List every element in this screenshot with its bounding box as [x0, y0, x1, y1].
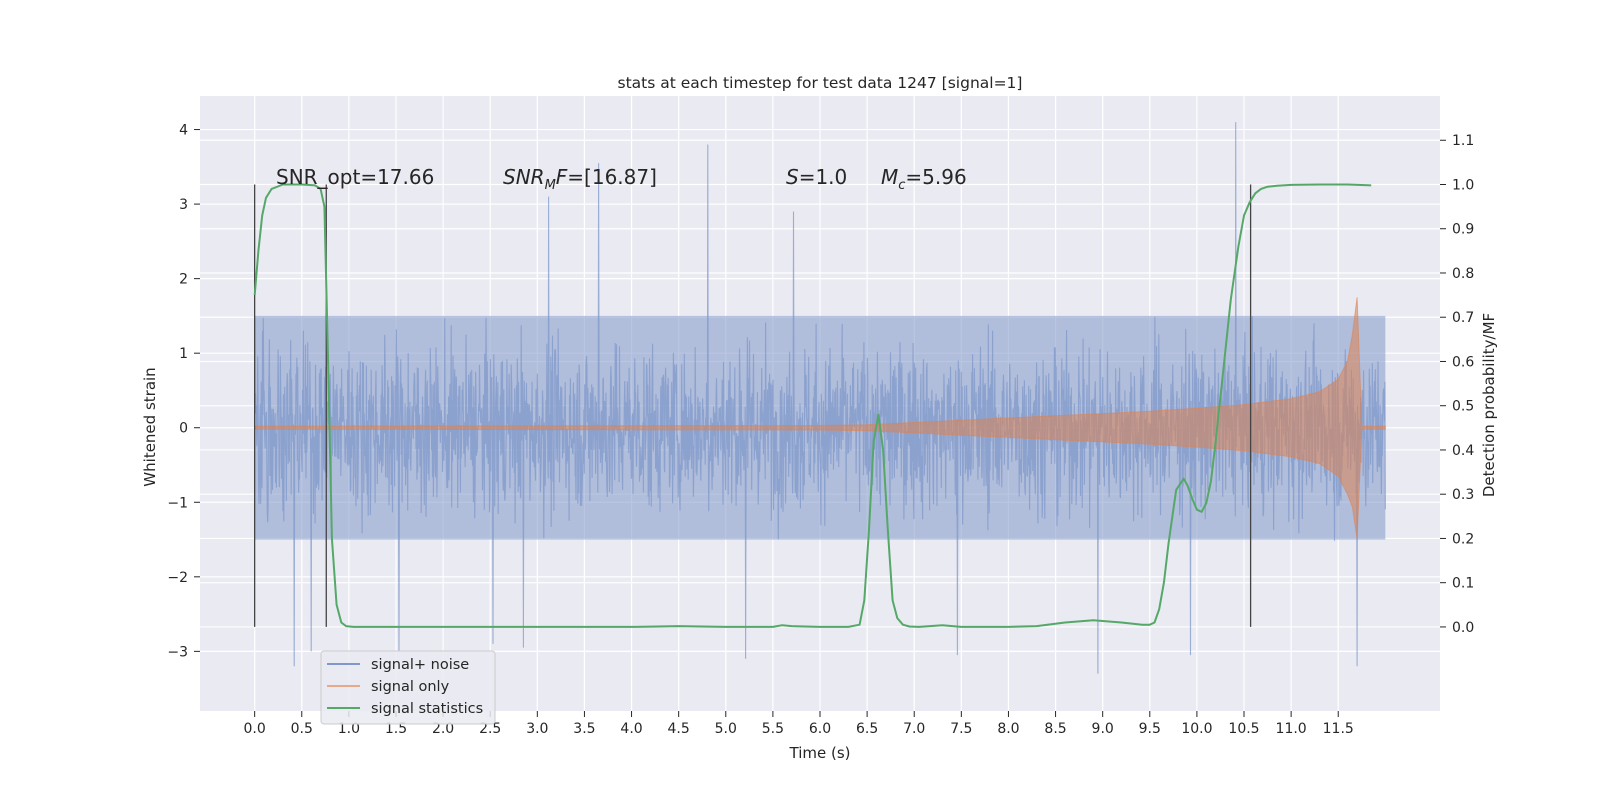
y-right-tick-label-1: 0.1: [1452, 576, 1474, 592]
x-tick-label-17: 8.5: [1044, 721, 1066, 737]
x-tick-label-10: 5.0: [715, 721, 737, 737]
x-tick-label-18: 9.0: [1092, 721, 1114, 737]
x-tick-label-13: 6.5: [856, 721, 878, 737]
y-right-tick-label-3: 0.3: [1452, 487, 1474, 503]
y-right-tick-label-8: 0.8: [1452, 266, 1474, 282]
legend-box: [320, 650, 496, 725]
right-axis-ticks: 0.0 0.1 0.2 0.3 0.4 0.5 0.6 0.7 0.8 0.9 1.0 1.1: [1440, 133, 1474, 636]
y-left-tick-label-3: 0: [179, 421, 188, 437]
y-left-tick-label-4: 1: [179, 346, 188, 362]
series-signal-only: [254, 297, 1386, 539]
annotation-mc-sub: c: [898, 178, 905, 193]
y-left-tick-label-0: −3: [167, 644, 188, 660]
legend: signal+ noise signal only signal statist…: [320, 650, 496, 725]
annotation-snr-mf-rest-f: F: [556, 165, 568, 189]
legend-label-signal-statistics: signal statistics: [371, 701, 483, 717]
annotation-snr-opt: SNR_opt=17.66: [276, 165, 434, 189]
x-tick-label-23: 11.5: [1323, 721, 1354, 737]
annotation-snr-mf: SNRMF=[16.87]: [503, 165, 657, 193]
x-tick-label-3: 1.5: [385, 721, 407, 737]
series-signal-statistics: [253, 183, 1372, 628]
y-left-tick-label-1: −2: [167, 570, 188, 586]
x-tick-label-11: 5.5: [762, 721, 784, 737]
x-tick-label-14: 7.0: [903, 721, 925, 737]
annotation-s: S=1.0: [786, 165, 847, 189]
annotation-s-rest: =1.0: [799, 165, 848, 189]
plot-area: [253, 122, 1386, 674]
x-tick-label-5: 2.5: [479, 721, 501, 737]
annotation-mc: Mc=5.96: [881, 165, 967, 193]
left-axis-ticks: −3 −2 −1 0 1 2 3 4: [167, 123, 200, 660]
x-tick-label-12: 6.0: [809, 721, 831, 737]
annotation-s-main: S: [786, 165, 799, 189]
legend-label-signal-noise: signal+ noise: [371, 657, 469, 673]
x-tick-label-22: 11.0: [1276, 721, 1307, 737]
y-right-tick-label-4: 0.4: [1452, 443, 1474, 459]
y-axis-label-left: Whitened strain: [141, 367, 159, 486]
x-tick-label-15: 7.5: [950, 721, 972, 737]
annotation-snr-mf-sub: M: [545, 178, 556, 193]
annotations: SNR_opt=17.66 SNRMF=[16.87] S=1.0 Mc=5.9…: [276, 165, 967, 193]
y-left-tick-label-2: −1: [167, 495, 188, 511]
x-tick-label-6: 3.0: [526, 721, 548, 737]
legend-label-signal-only: signal only: [371, 679, 450, 695]
y-right-tick-label-10: 1.0: [1452, 177, 1474, 193]
annotation-mc-main: M: [881, 165, 898, 189]
annotation-snr-mf-main: SNR: [503, 165, 545, 189]
x-tick-label-9: 4.5: [668, 721, 690, 737]
x-axis-label: Time (s): [789, 744, 851, 762]
x-tick-label-7: 3.5: [573, 721, 595, 737]
x-tick-label-1: 0.5: [291, 721, 313, 737]
x-tick-label-8: 4.0: [620, 721, 642, 737]
x-tick-label-16: 8.0: [997, 721, 1019, 737]
annotation-snr-mf-rest: =[16.87]: [567, 165, 657, 189]
y-right-tick-label-11: 1.1: [1452, 133, 1474, 149]
y-left-tick-label-6: 3: [179, 197, 188, 213]
y-right-tick-label-9: 0.9: [1452, 222, 1474, 238]
y-left-tick-label-7: 4: [179, 123, 188, 139]
chart-title: stats at each timestep for test data 124…: [618, 74, 1023, 92]
x-tick-label-0: 0.0: [244, 721, 266, 737]
x-tick-label-20: 10.0: [1181, 721, 1212, 737]
statistics-line: [253, 183, 1372, 628]
x-tick-label-4: 2.0: [432, 721, 454, 737]
y-right-tick-label-0: 0.0: [1452, 620, 1474, 636]
x-tick-label-21: 10.5: [1228, 721, 1259, 737]
annotation-mc-rest: =5.96: [905, 165, 966, 189]
y-left-tick-label-5: 2: [179, 272, 188, 288]
x-tick-label-2: 1.0: [338, 721, 360, 737]
y-right-tick-label-5: 0.5: [1452, 399, 1474, 415]
y-right-tick-label-2: 0.2: [1452, 531, 1474, 547]
y-right-tick-label-6: 0.6: [1452, 354, 1474, 370]
y-right-tick-label-7: 0.7: [1452, 310, 1474, 326]
x-axis-ticks: 0.0 0.5 1.0 1.5 2.0 2.5 3.0 3.5 4.0 4.5 5.0 5.5 6.0 6…: [244, 711, 1354, 737]
x-tick-label-19: 9.5: [1139, 721, 1161, 737]
signal-envelope: [254, 297, 1386, 539]
y-axis-label-right: Detection probability/MF: [1480, 313, 1498, 497]
